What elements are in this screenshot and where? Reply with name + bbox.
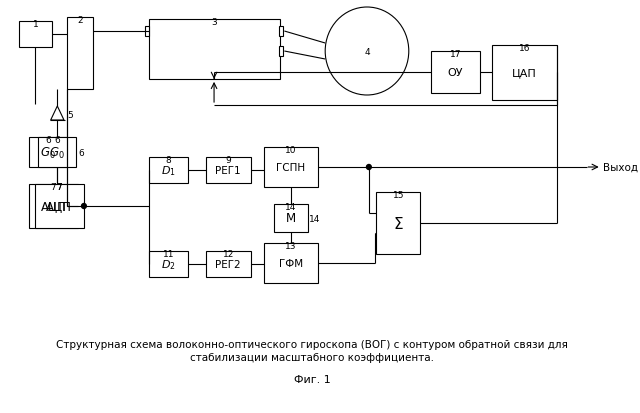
Bar	[35, 185, 84, 228]
Text: $D_1$: $D_1$	[161, 164, 176, 178]
Text: 4: 4	[364, 48, 370, 57]
Bar	[148, 20, 280, 80]
Text: М: М	[286, 212, 296, 225]
Text: 17: 17	[449, 50, 461, 59]
Bar	[278, 27, 284, 37]
Text: $G_0$: $G_0$	[49, 145, 65, 160]
Bar	[19, 22, 52, 48]
Bar	[205, 158, 251, 183]
Text: ГСПН: ГСПН	[276, 163, 305, 173]
Text: 6: 6	[54, 136, 60, 145]
Text: Фиг. 1: Фиг. 1	[294, 374, 330, 384]
Text: 6: 6	[45, 136, 51, 145]
Text: 10: 10	[285, 146, 297, 154]
Circle shape	[81, 204, 86, 209]
Text: ЦАП: ЦАП	[512, 68, 537, 78]
Text: 15: 15	[392, 190, 404, 199]
Text: ГФМ: ГФМ	[279, 259, 303, 268]
Text: АЦП: АЦП	[46, 200, 72, 213]
Text: $D_2$: $D_2$	[161, 257, 176, 271]
Text: РЕГ1: РЕГ1	[216, 166, 241, 176]
Text: 5: 5	[67, 110, 72, 119]
Text: АЦП: АЦП	[40, 200, 67, 213]
Polygon shape	[51, 107, 64, 121]
Text: стабилизации масштабного коэффициента.: стабилизации масштабного коэффициента.	[190, 352, 434, 362]
Text: 3: 3	[211, 18, 217, 27]
Bar	[278, 47, 284, 57]
Text: 12: 12	[223, 249, 234, 259]
Bar	[376, 192, 420, 254]
Text: 2: 2	[77, 16, 83, 25]
Bar	[29, 185, 78, 228]
Text: 7: 7	[56, 183, 62, 192]
Bar	[29, 138, 67, 168]
Bar	[148, 252, 188, 277]
Bar	[205, 252, 251, 277]
Text: Структурная схема волоконно-оптического гироскопа (ВОГ) с контуром обратной связ: Структурная схема волоконно-оптического …	[56, 339, 568, 349]
Text: $\Sigma$: $\Sigma$	[393, 216, 404, 231]
Circle shape	[367, 165, 371, 170]
Text: РЕГ2: РЕГ2	[216, 259, 241, 269]
Text: 7: 7	[56, 183, 62, 192]
Text: $G_0$: $G_0$	[40, 145, 56, 160]
Text: 13: 13	[285, 242, 297, 250]
Bar	[67, 18, 93, 90]
Text: 1: 1	[33, 20, 38, 29]
Text: Выход: Выход	[602, 163, 637, 173]
Bar	[145, 27, 150, 37]
Bar	[264, 243, 317, 283]
Text: 14: 14	[285, 202, 297, 211]
Circle shape	[325, 8, 409, 96]
Bar	[492, 46, 557, 101]
Text: 7: 7	[51, 183, 56, 192]
Text: ОУ: ОУ	[447, 68, 463, 78]
Text: 14: 14	[309, 214, 321, 223]
Bar	[38, 138, 76, 168]
Text: 6: 6	[78, 148, 84, 157]
Bar	[264, 147, 317, 188]
Bar	[274, 204, 308, 233]
Text: 11: 11	[163, 249, 174, 259]
Bar	[431, 52, 480, 94]
Bar	[148, 158, 188, 183]
Text: 9: 9	[225, 156, 231, 165]
Text: 8: 8	[166, 156, 172, 165]
Text: 16: 16	[519, 44, 531, 53]
